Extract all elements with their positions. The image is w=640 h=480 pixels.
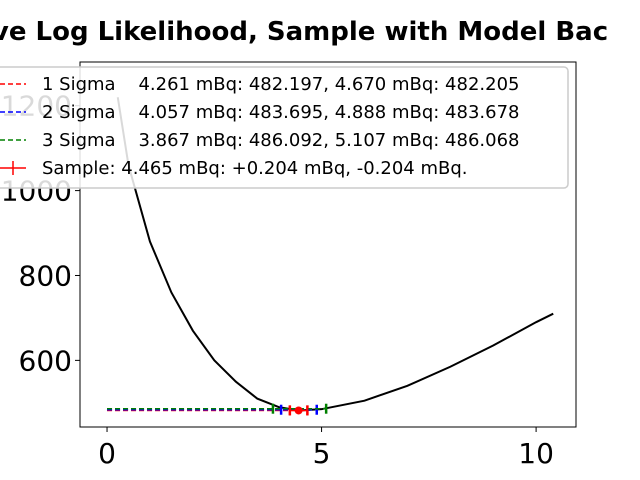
legend-label: 3 Sigma 3.867 mBq: 486.092, 5.107 mBq: 4… xyxy=(42,130,519,151)
nll-curve xyxy=(116,97,554,412)
x-tick-label: 10 xyxy=(518,437,554,470)
sample-point xyxy=(294,406,303,415)
legend-label: 2 Sigma 4.057 mBq: 483.695, 4.888 mBq: 4… xyxy=(42,102,519,123)
axes-frame xyxy=(79,61,577,428)
x-tick-label: 0 xyxy=(98,437,116,470)
legend-box xyxy=(0,66,569,189)
legend-label: 1 Sigma 4.261 mBq: 482.197, 4.670 mBq: 4… xyxy=(42,74,519,95)
legend-label: Sample: 4.465 mBq: +0.204 mBq, -0.204 mB… xyxy=(42,158,468,179)
y-tick-label: 600 xyxy=(19,344,72,377)
x-tick-label: 5 xyxy=(313,437,331,470)
x-axis-label: Sample (mBq) xyxy=(228,476,428,480)
chart-title: ve Log Likelihood, Sample with Model Bac xyxy=(0,17,608,47)
y-tick-label: 800 xyxy=(19,259,72,292)
